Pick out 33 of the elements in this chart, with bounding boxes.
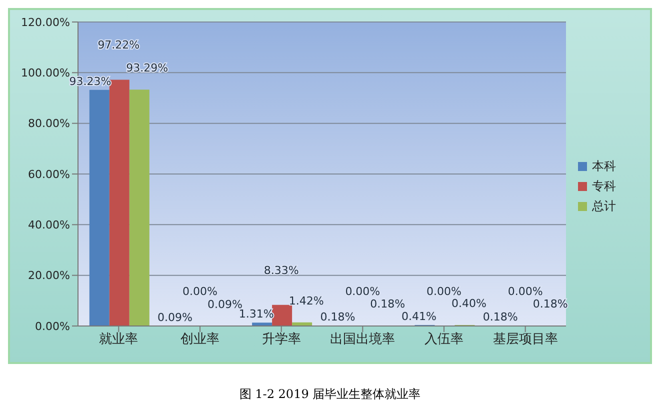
y-tick-label: 80.00% — [28, 117, 70, 130]
data-label: 0.00% — [426, 285, 462, 298]
data-label: 0.09% — [158, 310, 192, 324]
data-label: 1.42% — [288, 294, 324, 308]
legend-label: 总计 — [592, 198, 616, 214]
data-label: 0.00% — [508, 285, 543, 298]
y-tick-label: 60.00% — [28, 168, 70, 181]
data-label: 0.00% — [182, 285, 218, 298]
x-tick-label: 入伍率 — [424, 331, 464, 348]
data-label: 0.41% — [402, 310, 436, 323]
text: 图 1-2 2019 届毕业生整体就业率 — [238, 386, 422, 403]
y-tick-label: 40.00% — [28, 218, 70, 232]
x-tick-label: 升学率 — [262, 331, 301, 348]
legend-label: 专科 — [592, 178, 616, 194]
data-label: 97.22% — [98, 38, 140, 52]
data-label: 0.00% — [345, 285, 380, 298]
data-label: 0.18% — [482, 310, 518, 324]
x-tick-label: 就业率 — [99, 331, 138, 348]
x-tick-label: 基层项目率 — [492, 331, 558, 348]
legend-label: 本科 — [592, 158, 616, 174]
y-tick-label: 100.00% — [21, 66, 70, 80]
data-label: 8.33% — [264, 264, 299, 277]
y-tick-label: 120.00% — [21, 16, 70, 29]
x-tick-label: 创业率 — [180, 331, 220, 348]
data-label: 0.40% — [452, 296, 486, 310]
x-tick-label: 出国出境率 — [330, 331, 396, 348]
data-label: 0.18% — [370, 298, 406, 311]
data-label: 0.18% — [320, 310, 356, 324]
data-label: 93.29% — [126, 62, 168, 75]
data-label: 0.18% — [532, 298, 568, 311]
y-tick-label: 20.00% — [28, 269, 70, 282]
data-label: 0.09% — [208, 298, 242, 311]
y-tick-label: 0.00% — [35, 320, 70, 333]
